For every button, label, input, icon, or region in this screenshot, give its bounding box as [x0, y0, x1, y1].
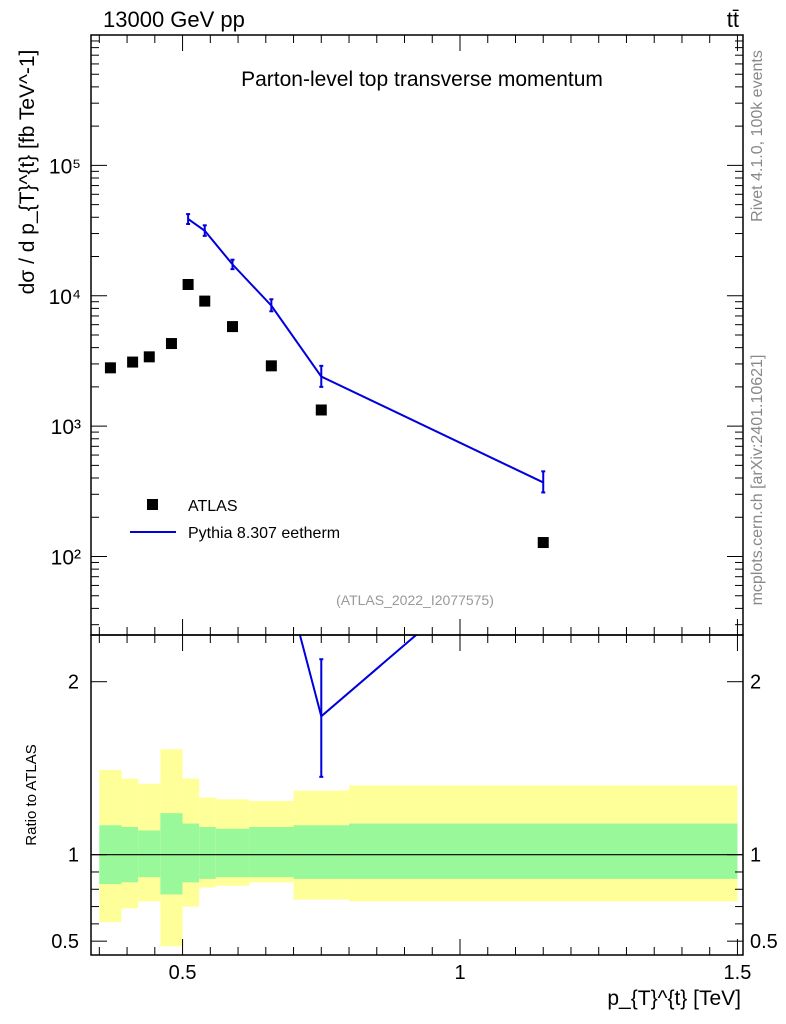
uncertainty-band-inner — [160, 813, 183, 895]
atlas-data-point — [226, 321, 238, 333]
ratio-y-tick-label-right: 1 — [750, 845, 761, 867]
uncertainty-band-inner — [249, 827, 294, 878]
atlas-data-point — [104, 362, 116, 374]
legend-atlas-label: ATLAS — [188, 498, 238, 515]
atlas-data-point — [127, 356, 139, 368]
legend: ATLAS Pythia 8.307 eetherm — [130, 498, 340, 542]
ratio-y-tick-label: 0.5 — [51, 931, 79, 953]
uncertainty-band-inner — [199, 827, 216, 879]
main-y-tick-label: 10⁴ — [49, 286, 81, 309]
x-tick-label: 0.5 — [169, 962, 197, 984]
atlas-data-point — [315, 404, 327, 416]
ratio-axis-ticks — [91, 635, 743, 955]
main-y-tick-label: 10⁵ — [49, 155, 81, 178]
main-y-tick-label: 10² — [51, 547, 81, 570]
chart-title: Parton-level top transverse momentum — [241, 68, 603, 91]
main-y-tick-label: 10³ — [51, 416, 81, 439]
ratio-plot-panel: 0.5 0.5 1 1 2 2 0.5 1 1.5 Ratio to ATLAS p_{T}^… — [23, 634, 778, 1010]
pythia-ratio-line — [298, 635, 418, 719]
uncertainty-band-inner — [293, 825, 350, 879]
uncertainty-band-inner — [215, 828, 250, 878]
ratio-y-tick-label-right: 2 — [750, 672, 761, 694]
atlas-data-point — [537, 537, 549, 549]
x-tick-label: 1.5 — [724, 962, 752, 984]
ratio-plot-frame — [90, 634, 744, 956]
uncertainty-band-inner — [349, 823, 738, 879]
x-axis-label: p_{T}^{t} [TeV] — [607, 987, 741, 1010]
atlas-data-point — [165, 338, 177, 350]
ratio-y-tick-label: 2 — [68, 672, 79, 694]
mcplots-source-label: mcplots.cern.ch [arXiv:2401.10621] — [749, 355, 766, 606]
atlas-data-point — [265, 360, 277, 372]
legend-pythia-label: Pythia 8.307 eetherm — [188, 525, 340, 542]
process-label: tt̄ — [727, 7, 739, 32]
main-axis-ticks — [91, 35, 743, 635]
main-y-axis-label: dσ / d p_{T}^{t} [fb TeV^-1] — [16, 50, 39, 295]
main-plot-frame — [90, 34, 744, 636]
pythia-line — [187, 218, 544, 484]
uncertainty-band-inner — [182, 823, 200, 883]
analysis-watermark: (ATLAS_2022_I2077575) — [336, 592, 494, 608]
atlas-data-point — [182, 278, 194, 290]
ratio-y-axis-label: Ratio to ATLAS — [23, 744, 40, 845]
atlas-data-point — [199, 295, 211, 307]
ratio-plot-area — [91, 635, 743, 947]
atlas-data-point — [143, 351, 155, 363]
main-plot-panel: 10² 10³ 10⁴ 10⁵ Parton-level top transverse… — [16, 34, 744, 636]
ratio-y-tick-label-right: 0.5 — [750, 931, 778, 953]
uncertainty-band-inner — [138, 830, 161, 878]
energy-label: 13000 GeV pp — [103, 7, 245, 32]
legend-atlas-marker — [147, 499, 158, 510]
rivet-version-label: Rivet 4.1.0, 100k events — [749, 50, 766, 222]
main-y-axis-label-text: dσ / d p_{T}^{t} [fb TeV^-1] — [16, 50, 39, 295]
ratio-y-tick-label: 1 — [68, 845, 79, 867]
x-tick-label: 1 — [454, 962, 465, 984]
